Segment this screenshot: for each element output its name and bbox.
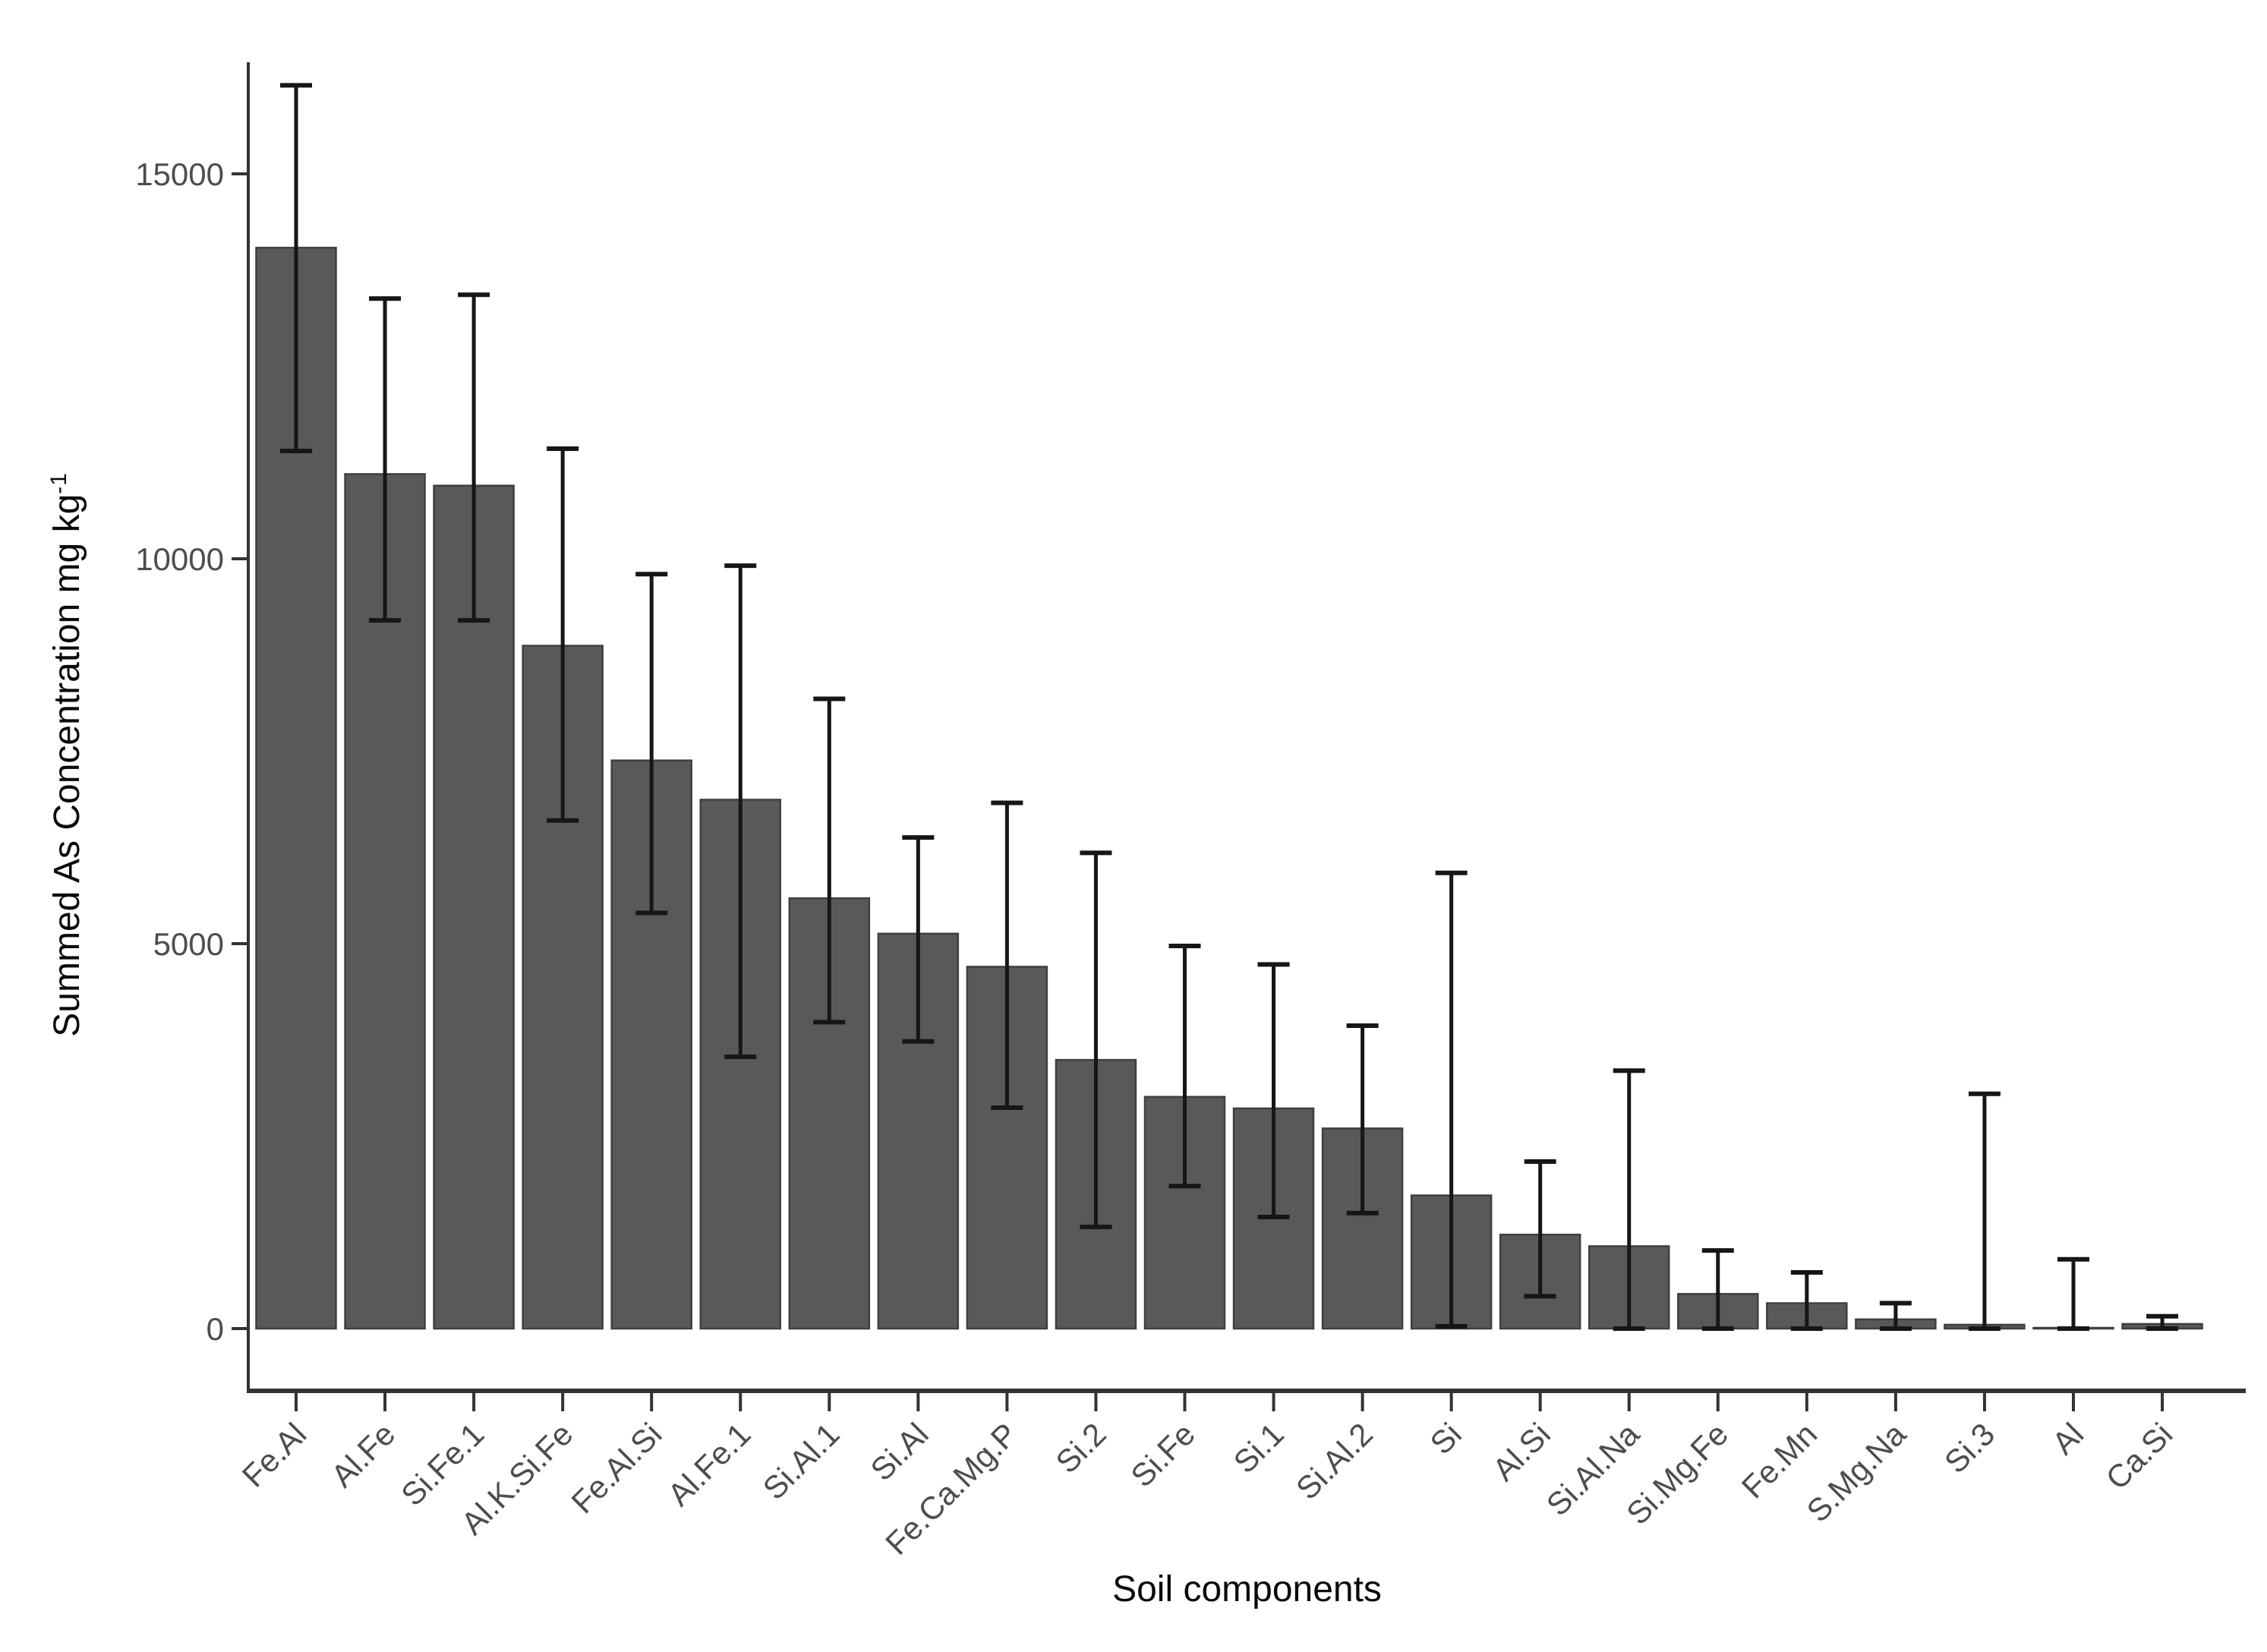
- x-tick-label-Si.Al.2: Si.Al.2: [1289, 1416, 1379, 1506]
- x-tick-label-Al.Si: Al.Si: [1486, 1416, 1557, 1487]
- y-tick-label-0: 0: [207, 1311, 224, 1347]
- y-tick-label-10000: 10000: [135, 541, 224, 577]
- bar-Si.Al.2: [1321, 1127, 1404, 1330]
- x-tick-label-Si: Si: [1423, 1416, 1468, 1461]
- x-axis-title: Soil components: [1112, 1569, 1382, 1609]
- x-tick-label-Si.1: Si.1: [1227, 1416, 1291, 1480]
- x-tick-label-Fe.Al.Si: Fe.Al.Si: [564, 1416, 668, 1520]
- y-tick-label-5000: 5000: [153, 926, 224, 962]
- bar-Fe.Ca.Mg.P: [966, 966, 1048, 1330]
- y-axis-title-text: Summed As Concentration mg kg: [47, 493, 87, 1037]
- y-axis-title-superscript: -1: [46, 472, 71, 494]
- x-tick-label-Ca.Si: Ca.Si: [2099, 1416, 2180, 1496]
- x-tick-label-Si.Al: Si.Al: [863, 1416, 935, 1487]
- y-axis-title: Summed As Concentration mg kg-1: [35, 147, 87, 1362]
- x-tick-label-Fe.Al: Fe.Al: [235, 1416, 314, 1494]
- x-tick-label-Al.Fe: Al.Fe: [324, 1416, 402, 1494]
- x-tick-label-Al.Fe.1: Al.Fe.1: [661, 1416, 757, 1512]
- x-tick-label-Al: Al: [2045, 1416, 2091, 1461]
- x-tick-label-Si.Fe: Si.Fe: [1124, 1416, 1202, 1494]
- x-tick-label-Si.3: Si.3: [1938, 1416, 2001, 1480]
- y-tick-label-15000: 15000: [135, 156, 224, 192]
- x-tick-label-Si.2: Si.2: [1048, 1416, 1112, 1480]
- x-tick-label-Si.Al.1: Si.Al.1: [756, 1416, 847, 1506]
- x-tick-label-Fe.Mn: Fe.Mn: [1735, 1416, 1824, 1505]
- x-tick-label-S.Mg.Na: S.Mg.Na: [1799, 1416, 1912, 1529]
